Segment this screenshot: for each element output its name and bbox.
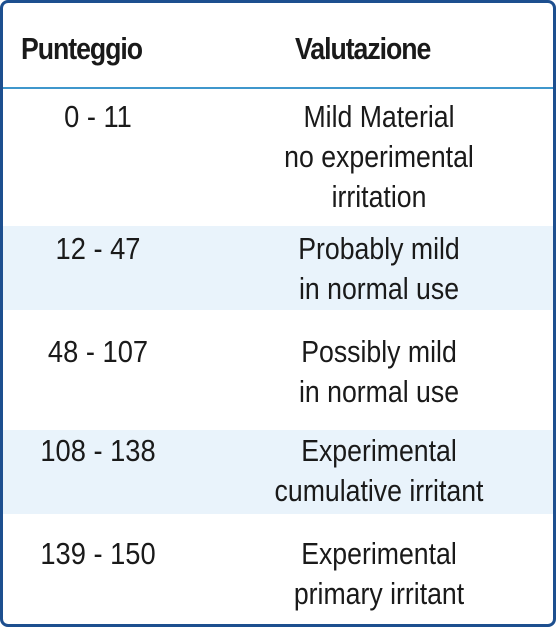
evaluation-line: irritation — [331, 179, 427, 214]
score-cell: 139 - 150 — [40, 536, 156, 571]
table-row: 48 - 107 Possibly mild in normal use — [3, 310, 553, 426]
evaluation-cell: Possibly mild in normal use — [219, 332, 539, 412]
evaluation-line: Probably mild — [298, 231, 460, 266]
evaluation-line: Experimental — [301, 536, 457, 571]
evaluation-line: in normal use — [298, 374, 460, 409]
evaluation-line: Possibly mild — [301, 334, 457, 369]
header-evaluation: Valutazione — [295, 31, 431, 66]
table-header: Punteggio Valutazione — [3, 3, 553, 87]
table-row: 108 - 138 Experimental cumulative irrita… — [3, 430, 553, 514]
header-divider — [3, 87, 553, 89]
table-row: 0 - 11 Mild Material no experimental irr… — [3, 90, 553, 222]
table-row: 139 - 150 Experimental primary irritant — [3, 514, 553, 624]
evaluation-line: cumulative irritant — [274, 473, 484, 508]
score-cell: 108 - 138 — [40, 433, 156, 468]
score-cell: 0 - 11 — [64, 99, 132, 134]
evaluation-cell: Experimental primary irritant — [219, 534, 539, 614]
evaluation-line: Mild Material — [303, 99, 455, 134]
table-row: 12 - 47 Probably mild in normal use — [3, 226, 553, 310]
evaluation-line: primary irritant — [293, 576, 465, 611]
evaluation-cell: Mild Material no experimental irritation — [219, 97, 539, 217]
evaluation-line: Experimental — [301, 433, 457, 468]
evaluation-line: no experimental — [284, 139, 474, 174]
evaluation-cell: Probably mild in normal use — [219, 229, 539, 309]
score-cell: 48 - 107 — [47, 334, 149, 369]
score-cell: 12 - 47 — [55, 231, 141, 266]
evaluation-cell: Experimental cumulative irritant — [219, 431, 539, 511]
header-score: Punteggio — [21, 31, 143, 66]
evaluation-line: in normal use — [298, 271, 460, 306]
